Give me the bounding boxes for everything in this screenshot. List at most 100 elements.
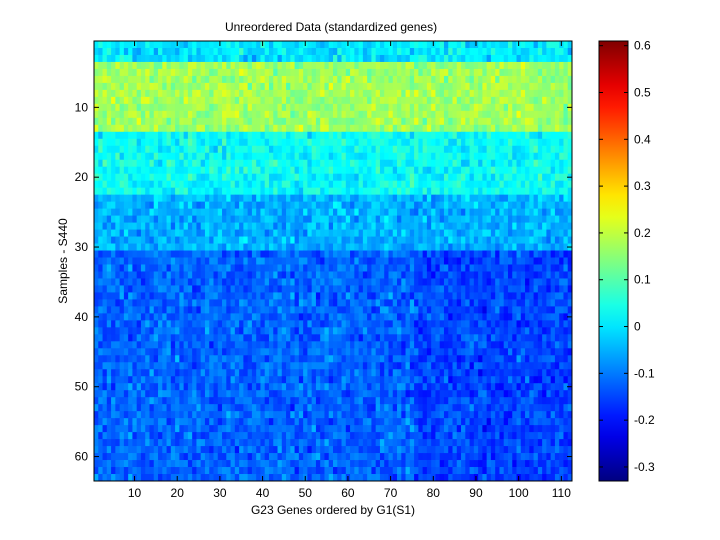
heatmap-cell bbox=[328, 327, 334, 335]
heatmap-cell bbox=[273, 320, 278, 328]
heatmap-cell bbox=[422, 103, 428, 112]
heatmap-cell bbox=[542, 75, 547, 84]
heatmap-cell bbox=[473, 341, 479, 349]
heatmap-cell bbox=[490, 208, 496, 216]
heatmap-cell bbox=[179, 201, 185, 210]
heatmap-cell bbox=[115, 222, 121, 230]
heatmap-cell bbox=[563, 180, 569, 189]
heatmap-cell bbox=[367, 75, 372, 84]
heatmap-cell bbox=[251, 271, 257, 279]
heatmap-cell bbox=[264, 243, 270, 251]
heatmap-cell bbox=[542, 334, 547, 342]
heatmap-cell bbox=[200, 257, 206, 265]
heatmap-cell bbox=[461, 68, 466, 77]
heatmap-cell bbox=[405, 180, 411, 189]
heatmap-cell bbox=[379, 89, 385, 98]
heatmap-cell bbox=[200, 82, 206, 91]
heatmap-cell bbox=[281, 47, 287, 56]
heatmap-cell bbox=[490, 201, 496, 210]
heatmap-cell bbox=[431, 82, 436, 91]
heatmap-cell bbox=[106, 334, 112, 342]
heatmap-cell bbox=[234, 75, 240, 84]
heatmap-cell bbox=[409, 243, 415, 251]
heatmap-cell bbox=[431, 327, 436, 335]
heatmap-cell bbox=[286, 138, 291, 147]
heatmap-cell bbox=[567, 327, 573, 335]
heatmap-cell bbox=[379, 208, 385, 216]
heatmap-cell bbox=[226, 208, 231, 216]
heatmap-cell bbox=[128, 271, 133, 279]
heatmap-cell bbox=[303, 159, 308, 168]
heatmap-cell bbox=[136, 82, 142, 91]
heatmap-cell bbox=[405, 271, 411, 279]
heatmap-cell bbox=[277, 299, 283, 307]
heatmap-cell bbox=[162, 54, 167, 63]
heatmap-cell bbox=[486, 173, 492, 182]
heatmap-cell bbox=[341, 75, 347, 84]
heatmap-cell bbox=[482, 278, 488, 286]
heatmap-cell bbox=[166, 54, 172, 63]
heatmap-cell bbox=[367, 82, 372, 91]
heatmap-cell bbox=[328, 278, 334, 286]
heatmap-cell bbox=[128, 54, 133, 63]
heatmap-cell bbox=[546, 278, 552, 286]
heatmap-cell bbox=[102, 271, 108, 279]
heatmap-cell bbox=[461, 271, 466, 279]
heatmap-cell bbox=[341, 201, 347, 210]
heatmap-cell bbox=[512, 341, 517, 349]
heatmap-cell bbox=[503, 194, 509, 203]
heatmap-cell bbox=[170, 82, 176, 91]
heatmap-cell bbox=[149, 75, 155, 84]
heatmap-cell bbox=[490, 180, 496, 189]
heatmap-cell bbox=[431, 306, 436, 314]
heatmap-cell bbox=[136, 264, 142, 272]
heatmap-cell bbox=[371, 313, 377, 321]
heatmap-cell bbox=[546, 159, 552, 168]
heatmap-cell bbox=[350, 320, 355, 328]
heatmap-cell bbox=[273, 229, 278, 237]
heatmap-cell bbox=[175, 313, 180, 321]
heatmap-cell bbox=[149, 334, 155, 342]
heatmap-cell bbox=[290, 229, 295, 237]
heatmap-cell bbox=[286, 89, 291, 98]
heatmap-cell bbox=[273, 257, 278, 265]
heatmap-cell bbox=[426, 187, 432, 196]
heatmap-cell bbox=[550, 334, 556, 342]
heatmap-cell bbox=[358, 138, 364, 147]
heatmap-cell bbox=[520, 292, 526, 300]
heatmap-cell bbox=[196, 299, 202, 307]
heatmap-cell bbox=[426, 306, 432, 314]
heatmap-cell bbox=[461, 194, 466, 203]
heatmap-cell bbox=[277, 194, 283, 203]
heatmap-cell bbox=[273, 299, 278, 307]
heatmap-cell bbox=[247, 194, 253, 203]
heatmap-cell bbox=[234, 117, 240, 126]
heatmap-cell bbox=[439, 131, 445, 140]
heatmap-cell bbox=[537, 334, 543, 342]
heatmap-cell bbox=[542, 47, 547, 56]
heatmap-cell bbox=[405, 82, 411, 91]
heatmap-cell bbox=[183, 285, 189, 293]
heatmap-cell bbox=[183, 41, 189, 49]
heatmap-cell bbox=[98, 138, 103, 147]
heatmap-cell bbox=[145, 47, 150, 56]
heatmap-cell bbox=[371, 61, 377, 70]
heatmap-cell bbox=[128, 194, 133, 203]
heatmap-cell bbox=[123, 334, 129, 342]
heatmap-cell bbox=[268, 117, 274, 126]
heatmap-cell bbox=[264, 68, 270, 77]
heatmap-cell bbox=[371, 201, 377, 210]
heatmap-cell bbox=[324, 103, 330, 112]
heatmap-cell bbox=[358, 215, 364, 223]
heatmap-cell bbox=[226, 236, 231, 244]
heatmap-cell bbox=[525, 285, 530, 293]
heatmap-cell bbox=[563, 68, 569, 77]
heatmap-cell bbox=[461, 54, 466, 63]
heatmap-cell bbox=[328, 54, 334, 63]
heatmap-cell bbox=[234, 327, 240, 335]
heatmap-cell bbox=[418, 222, 424, 230]
heatmap-cell bbox=[268, 61, 274, 70]
heatmap-cell bbox=[303, 313, 308, 321]
heatmap-cell bbox=[465, 313, 470, 321]
heatmap-cell bbox=[204, 257, 210, 265]
